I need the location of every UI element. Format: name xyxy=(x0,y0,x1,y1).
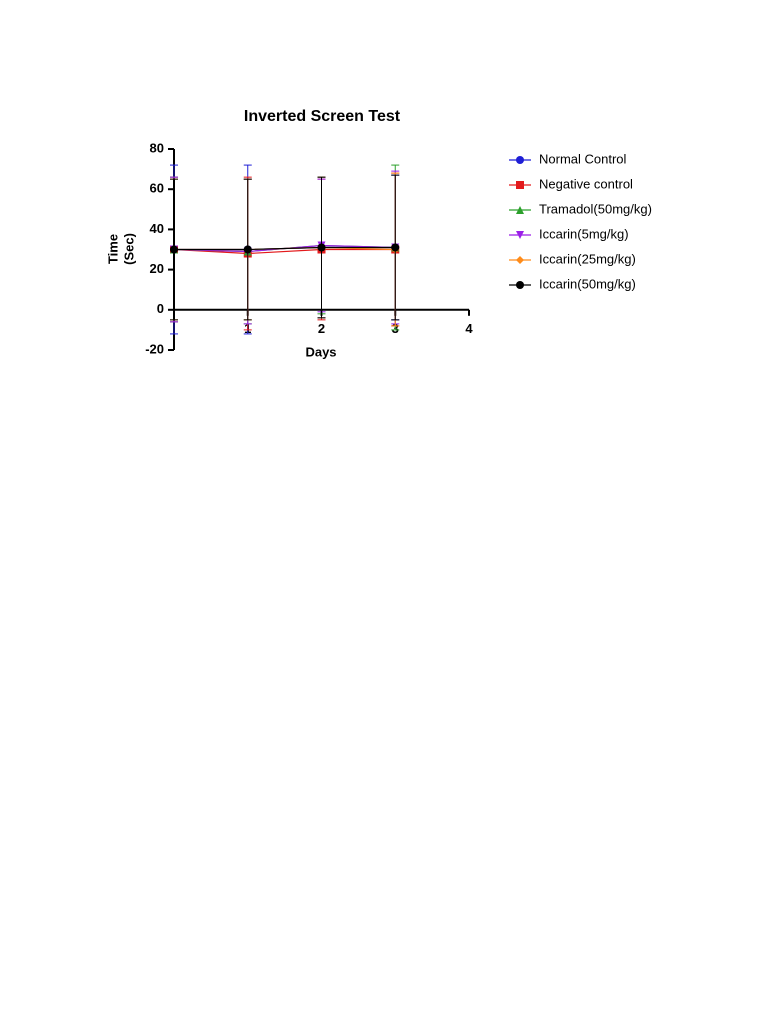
legend-label: Normal Control xyxy=(539,151,627,166)
legend-marker xyxy=(516,206,524,214)
x-tick-label: 4 xyxy=(465,321,473,336)
legend-label: Iccarin(5mg/kg) xyxy=(539,226,629,241)
data-point xyxy=(243,245,252,254)
y-axis-label-line: (Sec) xyxy=(121,233,136,265)
y-tick-label: 60 xyxy=(150,181,164,196)
x-axis-label: Days xyxy=(305,344,336,359)
y-tick-label: 80 xyxy=(150,140,164,155)
y-tick-label: -20 xyxy=(145,341,164,356)
legend-marker xyxy=(516,181,524,189)
y-tick-label: 20 xyxy=(150,261,164,276)
y-tick-label: 0 xyxy=(157,301,164,316)
y-tick-label: 40 xyxy=(150,221,164,236)
series-line xyxy=(174,246,396,251)
legend-marker xyxy=(516,281,524,289)
legend-label: Tramadol(50mg/kg) xyxy=(539,201,652,216)
legend-marker xyxy=(516,156,524,164)
data-point xyxy=(317,243,326,252)
y-axis-label: Time (Sec) xyxy=(105,233,136,265)
x-tick-label: 2 xyxy=(318,321,325,336)
data-point xyxy=(391,243,400,252)
legend-label: Negative control xyxy=(539,176,633,191)
chart-title: Inverted Screen Test xyxy=(244,108,401,125)
legend-label: Iccarin(25mg/kg) xyxy=(539,251,636,266)
legend-marker xyxy=(516,231,524,239)
legend-label: Iccarin(50mg/kg) xyxy=(539,276,636,291)
series-line xyxy=(173,248,396,255)
data-point xyxy=(170,245,178,254)
y-axis-label-line: Time xyxy=(105,234,120,264)
legend-marker xyxy=(516,256,524,264)
